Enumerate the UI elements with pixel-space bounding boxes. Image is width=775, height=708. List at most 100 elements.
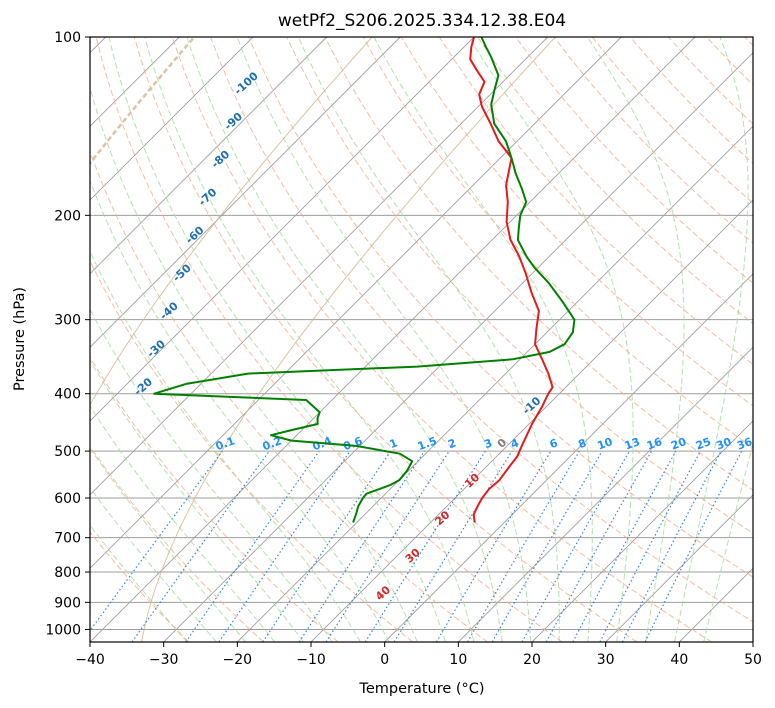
mixing-ratio-line (90, 450, 223, 632)
mixing-ratio-line (644, 450, 743, 642)
x-tick-label: 10 (449, 652, 467, 668)
tan-reference-curve (90, 37, 373, 406)
x-tick-label: 20 (523, 652, 541, 668)
mixing-ratio-line (521, 450, 631, 642)
isotherm-line (163, 52, 753, 642)
y-tick-label: 800 (54, 565, 81, 581)
y-axis-label: Pressure (hPa) (12, 287, 28, 391)
mixing-ratio-label: 25 (694, 435, 713, 452)
moist-adiabat-line (90, 447, 247, 642)
y-tick-label: 900 (54, 595, 81, 611)
moist-adiabat-line (90, 179, 390, 642)
x-axis-label: Temperature (°C) (358, 681, 484, 697)
moist-adiabat-line (186, 37, 503, 642)
isotherm-line (90, 37, 401, 348)
x-tick-label: −10 (296, 652, 326, 668)
isotherm-line (90, 37, 328, 275)
mixing-ratio-label: 4 (509, 436, 521, 451)
y-tick-label: 600 (54, 491, 81, 507)
y-tick-label: 200 (54, 208, 81, 224)
x-tick-label: −30 (149, 652, 179, 668)
x-axis: −40 −30 −20 −10 0 10 20 30 40 50 (75, 642, 762, 668)
dry-adiabat-line (515, 37, 753, 284)
moist-adiabat-line (373, 37, 593, 642)
mixing-ratio-label: 20 (669, 435, 688, 453)
isotherm-line (90, 37, 254, 201)
mixing-ratio-label: 0.1 (214, 434, 237, 453)
dry-adiabat-line (210, 37, 753, 623)
mixing-ratio-label: 36 (735, 435, 754, 453)
chart-title: wetPf2_S206.2025.334.12.38.E04 (278, 11, 566, 31)
dry-adiabat-line (90, 356, 339, 642)
dry-adiabat-line (95, 37, 563, 642)
background-line-labels: 0.1 0.2 0.4 0.6 1 1.5 2 3 4 6 8 10 13 16 20 25 30 36-100-… (132, 69, 754, 603)
mixing-ratio-line (298, 450, 425, 642)
sounding-profiles (153, 37, 576, 523)
x-tick-label: 30 (597, 652, 615, 668)
mixing-ratio-label: 0.2 (261, 434, 284, 453)
moist-adiabat-line (587, 37, 685, 642)
mixing-ratio-line (131, 450, 270, 642)
isotherm-line (457, 346, 753, 642)
mixing-ratio-line (218, 450, 351, 642)
dry-adiabat-line (133, 37, 638, 642)
mixing-ratio-label: 30 (714, 435, 733, 453)
x-tick-label: −40 (75, 652, 105, 668)
y-tick-label: 500 (54, 444, 81, 460)
mixing-ratio-label: 1.5 (416, 434, 439, 453)
mixing-ratio-label: 0.6 (342, 434, 365, 453)
plot-area: 0.1 0.2 0.4 0.6 1 1.5 2 3 4 6 8 10 13 16 20 25 30 36-100-… (90, 37, 754, 642)
dry-adiabat-line (248, 37, 753, 578)
moist-adiabat-line (674, 37, 749, 642)
dry-adiabat-line (286, 37, 753, 534)
mixing-ratio-line (572, 450, 677, 642)
x-tick-label: 50 (744, 652, 762, 668)
mixing-ratio-label: 1 (388, 436, 400, 451)
pressure-gridlines (90, 37, 753, 630)
y-tick-label: 100 (54, 30, 81, 46)
isotherm-line (236, 125, 753, 642)
moist-adiabat-line (108, 37, 447, 642)
dry-adiabat-line (90, 259, 414, 642)
dry-adiabat-line (90, 150, 488, 642)
dry-adiabat-line (171, 37, 712, 642)
dry-adiabats (90, 37, 753, 642)
moist-adiabats (90, 37, 753, 642)
y-axis: 100 200 300 400 500 600 700 800 900 1000 (45, 30, 90, 638)
mixing-ratio-label: 3 (482, 436, 494, 451)
moist-adiabat-line (297, 37, 560, 642)
moist-adiabat-line (90, 86, 418, 642)
mixing-ratio-line (545, 450, 653, 642)
mixing-ratio-label: 13 (623, 435, 642, 452)
dry-adiabat-line (438, 37, 753, 366)
isotherm-line (531, 420, 753, 642)
dry-adiabat-line (400, 37, 753, 407)
moist-adiabat-line (90, 524, 188, 642)
moist-adiabat-line (90, 486, 217, 642)
mixing-ratio-line (262, 450, 392, 642)
moist-adiabat-line (236, 37, 532, 642)
dewpoint-profile-line (153, 37, 576, 523)
dry-adiabat-line (90, 445, 264, 642)
mixing-ratio-label: 8 (576, 436, 588, 451)
isotherm-line (605, 494, 753, 642)
y-tick-label: 300 (54, 313, 81, 329)
mixing-ratio-label: 6 (548, 436, 560, 451)
y-tick-label: 700 (54, 531, 81, 547)
mixing-ratio-label: 2 (446, 436, 458, 451)
moist-adiabat-line (90, 250, 362, 642)
moist-adiabat-line (144, 37, 475, 642)
mixing-ratio-label: 16 (645, 435, 664, 453)
isotherm-line (90, 37, 549, 496)
moist-adiabat-line (90, 359, 304, 642)
temperature-profile-line (469, 37, 554, 523)
y-tick-label: 1000 (45, 622, 81, 638)
plot-frame (89, 36, 754, 643)
mixing-ratio-label: 10 (596, 435, 615, 453)
dry-adiabat-line (90, 531, 190, 642)
x-tick-label: −20 (223, 652, 253, 668)
x-tick-label: 40 (670, 652, 688, 668)
isotherm-line (384, 273, 753, 642)
